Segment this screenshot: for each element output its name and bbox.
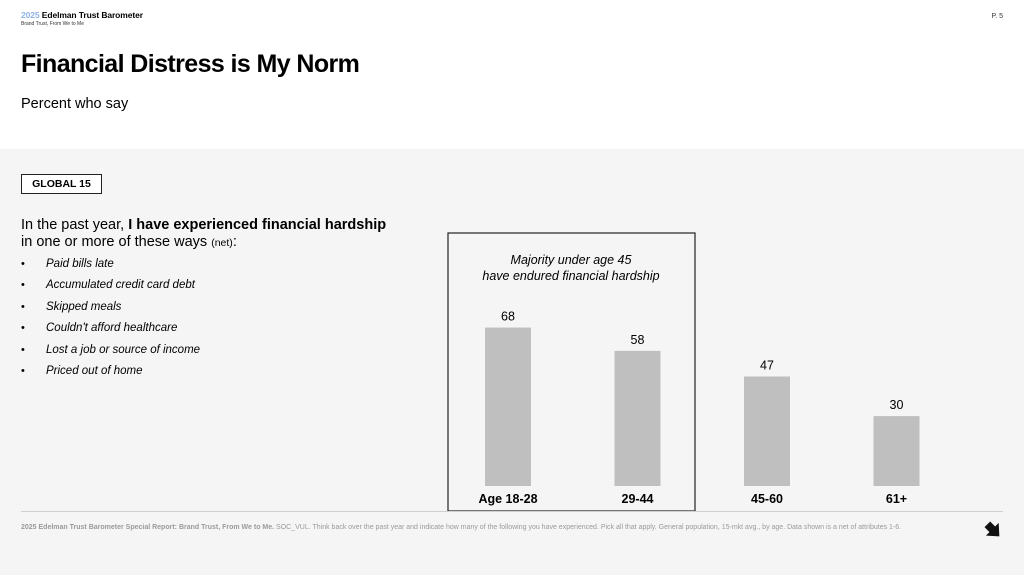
list-item: Skipped meals — [21, 299, 200, 320]
category-label: Age 18-28 — [478, 492, 537, 506]
footer-note: 2025 Edelman Trust Barometer Special Rep… — [21, 523, 961, 533]
footer-source: 2025 Edelman Trust Barometer Special Rep… — [21, 524, 275, 531]
list-item: Lost a job or source of income — [21, 342, 200, 363]
question-text: In the past year, I have experienced fin… — [21, 217, 421, 252]
callout-line1: Majority under age 45 — [511, 253, 632, 267]
question-colon: : — [232, 234, 237, 250]
bar-value-label: 68 — [501, 310, 515, 324]
bar-value-label: 58 — [631, 333, 645, 347]
question-net: (net) — [211, 237, 233, 249]
question-line2: in one or more of these ways — [21, 234, 212, 250]
footer-divider — [21, 511, 1003, 512]
list-item: Priced out of home — [21, 363, 200, 384]
brand-subtitle: Brand Trust, From We to Me — [21, 21, 84, 27]
hardship-list: Paid bills late Accumulated credit card … — [21, 256, 200, 384]
region-badge: GLOBAL 15 — [21, 174, 102, 194]
bar-3 — [873, 416, 920, 486]
list-item: Couldn't afford healthcare — [21, 320, 200, 341]
brand-header: 2025 Edelman Trust Barometer Brand Trust… — [21, 10, 143, 27]
category-label: 45-60 — [751, 492, 783, 506]
question-bold: I have experienced financial hardship — [128, 217, 387, 233]
category-label: 29-44 — [622, 492, 654, 506]
page-subtitle: Percent who say — [21, 96, 129, 112]
brand-year: 2025 — [21, 10, 40, 20]
next-arrow-icon[interactable] — [982, 519, 1004, 541]
list-item: Accumulated credit card debt — [21, 277, 200, 298]
footer-text: SOC_VUL. Think back over the past year a… — [274, 524, 902, 531]
page-number: P. 5 — [991, 13, 1003, 20]
callout-line2: have endured financial hardship — [482, 269, 659, 283]
bar-value-label: 47 — [760, 358, 774, 372]
bar-value-label: 30 — [890, 398, 904, 412]
brand-name: Edelman Trust Barometer — [41, 10, 143, 20]
question-prefix: In the past year, — [21, 217, 129, 233]
bar-2 — [744, 376, 790, 486]
list-item: Paid bills late — [21, 256, 200, 277]
brand-title: 2025 Edelman Trust Barometer — [21, 10, 143, 20]
page-title: Financial Distress is My Norm — [21, 50, 360, 78]
bar-1 — [614, 350, 661, 486]
bar-0 — [485, 327, 531, 486]
category-label: 61+ — [886, 492, 907, 506]
